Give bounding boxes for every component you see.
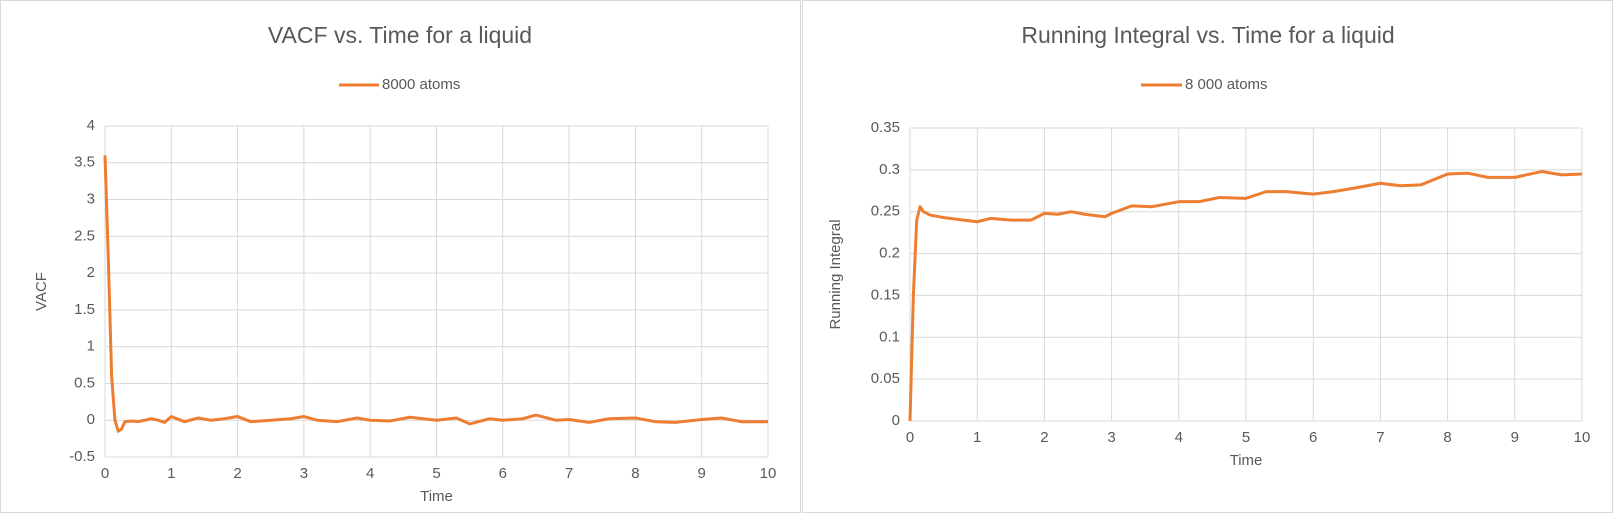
x-tick-label: 6 — [1309, 429, 1317, 446]
x-tick-label: 0 — [906, 429, 914, 446]
y-tick-label: 0 — [87, 411, 95, 428]
x-tick-label: 7 — [565, 465, 573, 482]
panel — [0, 0, 801, 513]
chart-title: Running Integral vs. Time for a liquid — [1021, 22, 1394, 48]
y-tick-label: 4 — [87, 117, 95, 134]
x-tick-label: 10 — [760, 465, 777, 482]
x-tick-label: 9 — [698, 465, 706, 482]
y-tick-label: 0.25 — [871, 203, 900, 220]
legend-label: 8 000 atoms — [1185, 76, 1268, 93]
data-line — [103, 155, 768, 433]
x-tick-label: 8 — [631, 465, 639, 482]
x-tick-label: 3 — [300, 465, 308, 482]
x-tick-label: 10 — [1574, 429, 1591, 446]
x-tick-label: 7 — [1376, 429, 1384, 446]
y-axis-label: VACF — [33, 272, 50, 311]
y-tick-label: 2 — [87, 264, 95, 281]
x-tick-label: 1 — [973, 429, 981, 446]
x-tick-label: 8 — [1443, 429, 1451, 446]
x-tick-label: 5 — [1242, 429, 1250, 446]
x-tick-label: 2 — [1040, 429, 1048, 446]
x-tick-label: 6 — [499, 465, 507, 482]
y-tick-label: 0.2 — [879, 245, 900, 262]
y-tick-label: 0.05 — [871, 370, 900, 387]
x-tick-label: 0 — [101, 465, 109, 482]
y-tick-label: 0.35 — [871, 119, 900, 136]
y-tick-label: 3 — [87, 191, 95, 208]
x-tick-label: 1 — [167, 465, 175, 482]
x-tick-label: 9 — [1511, 429, 1519, 446]
x-tick-label: 4 — [1175, 429, 1183, 446]
legend-label: 8000 atoms — [382, 76, 460, 93]
x-axis-label: Time — [420, 488, 453, 505]
y-tick-label: 0.3 — [879, 161, 900, 178]
y-axis-label: Running Integral — [827, 219, 844, 329]
y-tick-label: 0.5 — [74, 374, 95, 391]
panel — [802, 0, 1613, 513]
y-tick-label: 1 — [87, 338, 95, 355]
y-tick-label: 2.5 — [74, 227, 95, 244]
x-tick-label: 4 — [366, 465, 374, 482]
y-tick-label: 1.5 — [74, 301, 95, 318]
x-tick-label: 5 — [432, 465, 440, 482]
y-tick-label: -0.5 — [69, 448, 95, 465]
y-tick-label: 0 — [892, 412, 900, 429]
data-line — [908, 170, 1583, 422]
chart-title: VACF vs. Time for a liquid — [268, 22, 532, 48]
y-tick-label: 0.1 — [879, 328, 900, 345]
x-tick-label: 2 — [233, 465, 241, 482]
x-axis-label: Time — [1230, 452, 1263, 469]
y-tick-label: 3.5 — [74, 154, 95, 171]
x-tick-label: 3 — [1107, 429, 1115, 446]
y-tick-label: 0.15 — [871, 286, 900, 303]
